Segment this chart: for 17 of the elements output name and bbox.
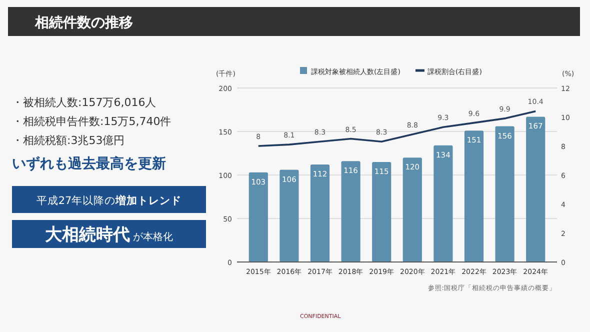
bar	[341, 161, 360, 262]
bar	[434, 145, 453, 262]
text: 相続件数の推移	[34, 15, 133, 31]
bar	[495, 126, 514, 262]
bar	[310, 164, 330, 262]
bar	[280, 170, 299, 262]
bar	[372, 162, 392, 262]
bar	[526, 116, 546, 262]
text: 平成27年以降の増加トレンド	[36, 194, 182, 207]
text: 大相続時代 が本格化	[44, 225, 174, 245]
bar	[248, 172, 268, 262]
text: ・相続税申告件数:15万5,740件	[12, 115, 172, 128]
text: ・被相続人数:157万6,016人	[12, 96, 156, 109]
text: いずれも過去最高を更新	[12, 155, 166, 172]
bar	[402, 158, 422, 262]
text: ・相続税額:3兆53億円	[12, 134, 125, 147]
bar	[464, 130, 484, 262]
